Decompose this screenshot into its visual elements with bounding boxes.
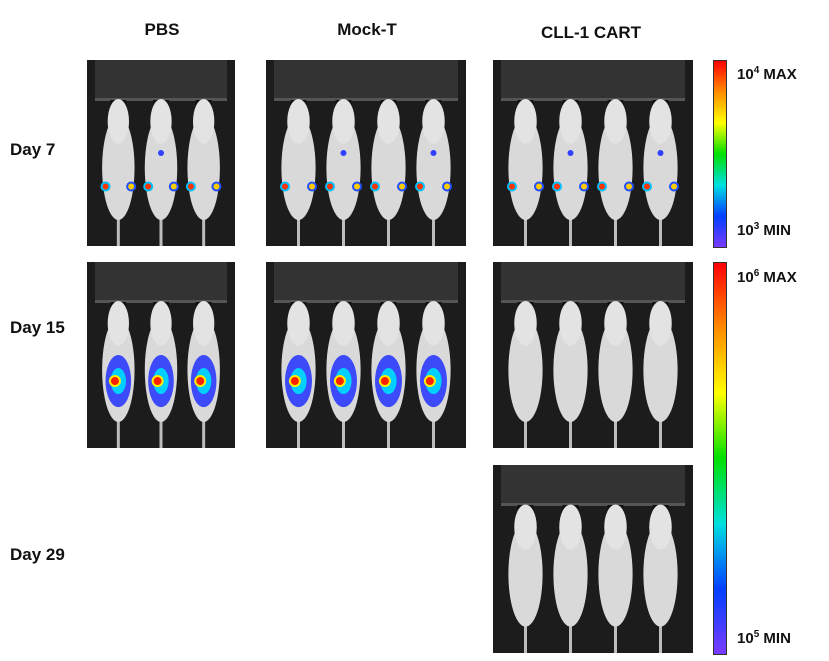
mouse [102, 301, 135, 448]
mouse-image [87, 262, 235, 448]
column-label-cll1-cart: CLL-1 CART [540, 23, 642, 42]
panel-mockt-day15 [266, 262, 466, 448]
panel-cart-day15 [493, 262, 693, 448]
mouse [371, 301, 406, 448]
mouse [280, 99, 317, 246]
mouse [507, 99, 544, 246]
panel-pbs-day15 [87, 262, 235, 448]
mouse [185, 99, 222, 246]
mouse [100, 99, 137, 246]
mouse-image [493, 465, 693, 653]
color-scale-bar-top [713, 60, 727, 248]
mouse [326, 301, 361, 448]
mouse [552, 99, 589, 246]
scale-min-label-bottom: 105 MIN [737, 629, 791, 647]
mouse [143, 99, 179, 246]
mouse [508, 301, 543, 448]
mouse [643, 504, 678, 653]
color-scale-bar-bottom [713, 262, 727, 655]
scale-min-label-top: 103 MIN [737, 221, 791, 239]
mouse [325, 99, 362, 246]
row-label-day7: Day 7 [10, 140, 56, 159]
mouse [598, 301, 633, 448]
mouse-image [493, 262, 693, 448]
row-label-day29: Day 29 [10, 545, 65, 564]
column-label-mock-t: Mock-T [337, 20, 397, 39]
scale-max-label-bottom: 106 MAX [737, 268, 797, 286]
panel-cart-day7 [493, 60, 693, 246]
column-label-pbs: PBS [144, 20, 180, 39]
mouse [642, 99, 679, 246]
mouse-image [266, 262, 466, 448]
mouse [597, 99, 634, 246]
mouse [370, 99, 407, 246]
mouse-image [266, 60, 466, 246]
mouse [415, 99, 452, 246]
mouse [553, 504, 588, 653]
row-label-day15: Day 15 [10, 318, 65, 337]
panel-mockt-day7 [266, 60, 466, 246]
mouse [187, 301, 220, 448]
panel-cart-day29 [493, 465, 693, 653]
mouse [144, 301, 178, 448]
mouse [553, 301, 588, 448]
mouse-image [87, 60, 235, 246]
panel-pbs-day7 [87, 60, 235, 246]
mouse-image [493, 60, 693, 246]
mouse [281, 301, 316, 448]
mouse [643, 301, 678, 448]
mouse [508, 504, 543, 653]
mouse [598, 504, 633, 653]
scale-max-label-top: 104 MAX [737, 65, 797, 83]
mouse [416, 301, 451, 448]
